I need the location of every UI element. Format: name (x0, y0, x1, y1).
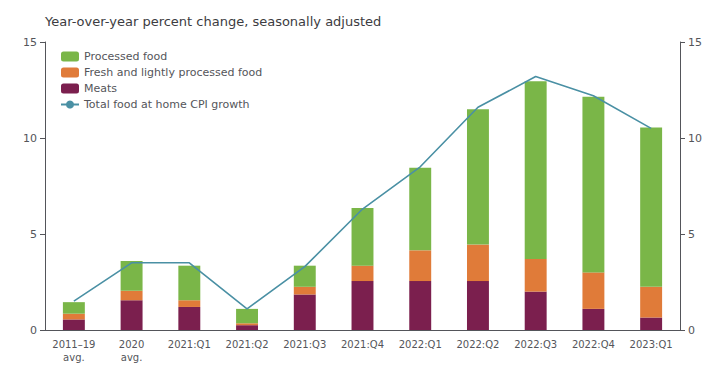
svg-text:2022:Q4: 2022:Q4 (572, 339, 615, 350)
svg-text:2021:Q4: 2021:Q4 (341, 339, 384, 350)
svg-text:15: 15 (23, 36, 37, 49)
svg-text:avg.: avg. (121, 352, 143, 363)
svg-text:Processed food: Processed food (84, 50, 167, 63)
svg-text:5: 5 (30, 228, 37, 241)
svg-text:Year-over-year percent change,: Year-over-year percent change, seasonall… (44, 14, 381, 29)
svg-text:avg.: avg. (63, 352, 85, 363)
svg-text:2021:Q3: 2021:Q3 (283, 339, 326, 350)
svg-text:10: 10 (23, 132, 37, 145)
svg-text:Meats: Meats (84, 82, 117, 95)
svg-text:2023:Q1: 2023:Q1 (630, 339, 673, 350)
svg-text:0: 0 (30, 324, 37, 337)
svg-text:0: 0 (688, 324, 695, 337)
svg-text:Fresh and lightly processed fo: Fresh and lightly processed food (84, 66, 262, 79)
svg-text:2022:Q3: 2022:Q3 (514, 339, 557, 350)
svg-text:2020: 2020 (119, 339, 144, 350)
svg-text:2021:Q2: 2021:Q2 (226, 339, 269, 350)
svg-text:10: 10 (688, 132, 702, 145)
svg-text:Total food at home CPI growth: Total food at home CPI growth (83, 98, 250, 111)
svg-text:5: 5 (688, 228, 695, 241)
svg-text:15: 15 (688, 36, 702, 49)
svg-text:2022:Q1: 2022:Q1 (399, 339, 442, 350)
svg-text:2022:Q2: 2022:Q2 (456, 339, 499, 350)
svg-text:2021:Q1: 2021:Q1 (168, 339, 211, 350)
svg-text:2011–19: 2011–19 (52, 339, 95, 350)
